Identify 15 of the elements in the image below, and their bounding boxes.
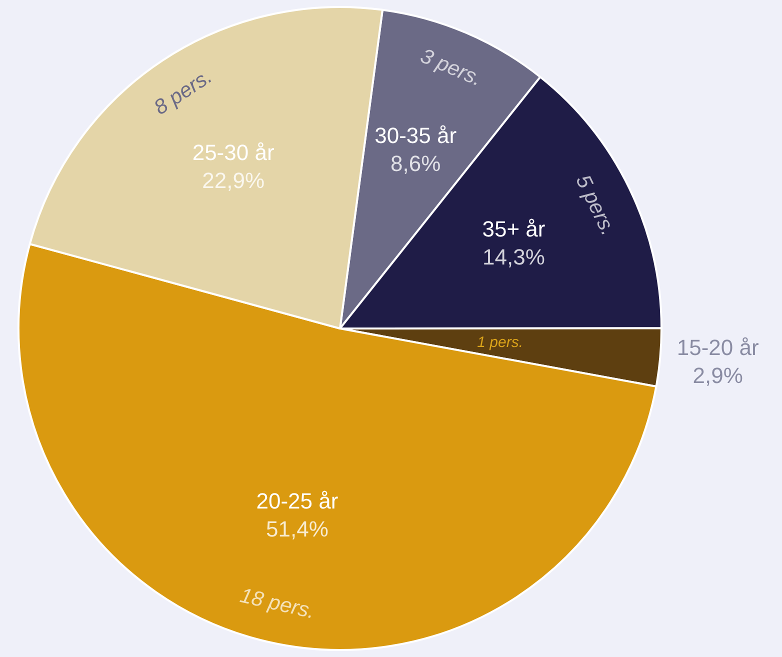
text: 3 pers. — [417, 44, 486, 91]
slice-label: 15-20 år — [676, 334, 759, 360]
data-label: 14,3% — [482, 244, 545, 270]
slice-label: 30-35 år — [374, 123, 457, 148]
data-label: 8,6% — [390, 151, 441, 176]
text: 8 pers. — [150, 64, 216, 120]
slice-label: 20-25 år — [256, 488, 338, 514]
data-label: 2,9% — [692, 362, 743, 388]
text: 18 pers. — [238, 584, 317, 624]
slice-label: 25-30 år — [192, 140, 274, 165]
data-label: 51,4% — [266, 516, 328, 542]
text: 5 pers. — [571, 171, 620, 240]
data-label: 22,9% — [202, 168, 265, 193]
slice-label: 35+ år — [482, 216, 546, 242]
text: 1 pers. — [477, 334, 524, 352]
